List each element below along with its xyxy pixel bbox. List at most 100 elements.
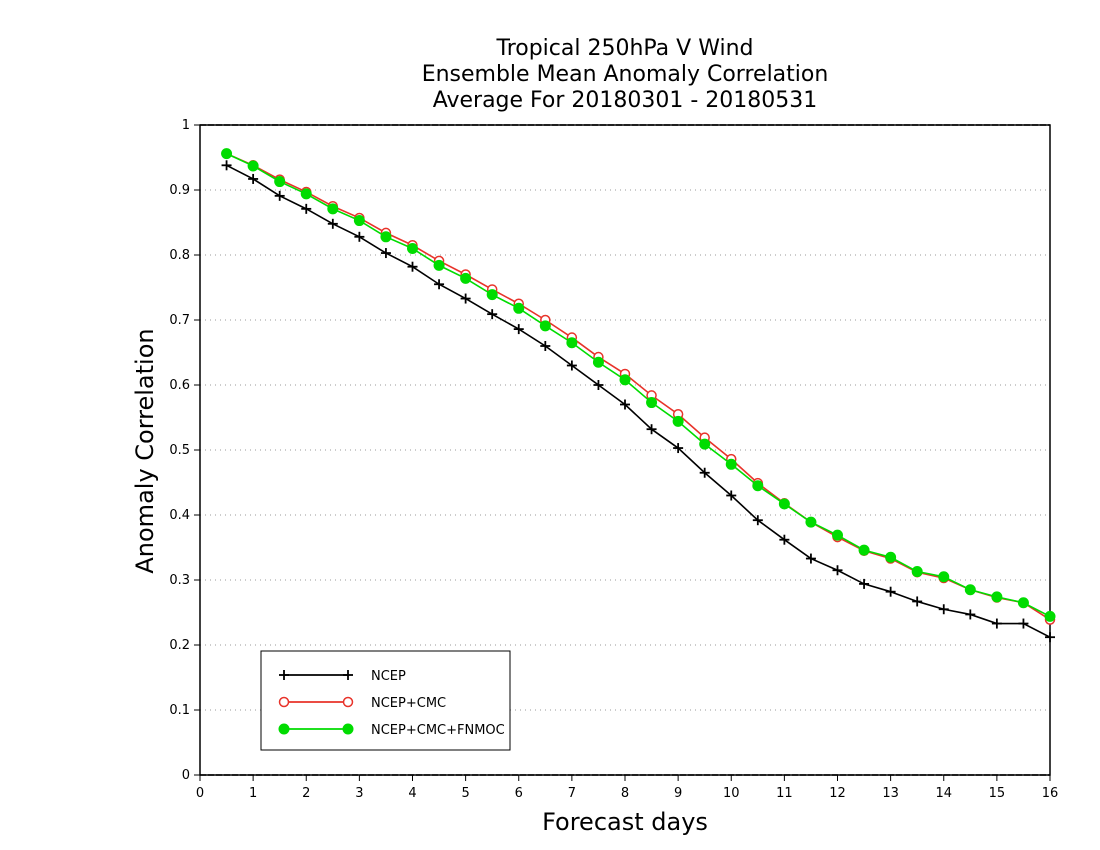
series-0-point-23 [832,565,843,576]
series-0-point-14 [593,380,604,390]
series-2-point-4 [327,203,339,215]
x-tick-label-16: 16 [1042,786,1059,801]
series-0-point-20 [752,515,763,526]
x-tick-label-10: 10 [723,786,740,801]
y-tick-label-0: 0 [182,768,190,783]
legend-box [260,650,511,751]
series-2-point-22 [805,516,817,528]
series-2-point-20 [752,480,764,492]
series-2-point-13 [566,337,578,349]
x-axis-label: Forecast days [542,808,708,836]
chart-title-line-3: Average For 20180301 - 20180531 [432,88,818,113]
series-2-point-14 [592,356,604,368]
x-tick-label-2: 2 [302,786,310,801]
y-tick-label-7: 0.7 [169,313,190,328]
y-tick-label-8: 0.8 [169,248,190,263]
series-2-point-12 [539,320,551,332]
series-2-point-10 [486,289,498,301]
legend-marker-end-2 [342,723,354,735]
series-2-point-31 [1044,610,1056,622]
series-0-point-0 [221,160,232,171]
x-tick-label-0: 0 [196,786,204,801]
y-tick-label-6: 0.6 [169,378,190,393]
series-line-0 [226,164,1051,638]
legend-marker-end-0 [343,670,353,680]
chart-title-line-2: Ensemble Mean Anomaly Correlation [421,62,829,87]
series-2-point-9 [460,272,472,284]
series-2-point-27 [938,571,950,583]
series-0-point-18 [699,467,710,478]
legend-label-2: NCEP+CMC+FNMOC [371,723,505,738]
series-0-point-17 [673,443,684,454]
legend-marker-start-2 [278,723,290,735]
series-0-point-10 [487,309,498,320]
series-2-point-15 [619,374,631,386]
series-2-point-6 [380,231,392,243]
legend-marker-start-0 [279,670,289,680]
series-0-point-6 [380,248,391,259]
x-tick-label-14: 14 [935,786,952,801]
series-2-point-25 [885,551,897,563]
series-0-point-4 [327,218,338,229]
series-2-point-18 [699,438,711,450]
series-2-point-23 [832,529,843,541]
series-0-point-7 [407,261,418,272]
series-2-point-7 [407,243,418,254]
series-2-point-29 [991,591,1003,603]
series-2-point-21 [778,498,790,510]
legend-marker-start-1 [278,696,290,708]
series-2-point-8 [433,259,445,271]
chart-title-line-1: Tropical 250hPa V Wind [496,36,754,61]
x-tick-label-13: 13 [882,786,899,801]
x-tick-label-4: 4 [408,786,416,801]
x-tick-label-11: 11 [776,786,793,801]
series-0-point-27 [938,604,949,615]
series-2-point-17 [672,415,684,427]
series-0-point-25 [885,586,896,597]
series-2-point-24 [858,544,870,556]
y-tick-label-10: 1 [182,118,190,133]
x-tick-label-15: 15 [989,786,1006,801]
series-2-point-5 [353,215,365,227]
series-2-point-2 [274,176,286,188]
legend-label-1: NCEP+CMC [371,696,446,711]
x-tick-label-3: 3 [355,786,363,801]
series-0-point-16 [646,424,657,435]
legend-marker-end-1 [342,696,354,708]
series-0-point-29 [991,618,1002,629]
series-0-point-31 [1045,632,1055,643]
series-0-point-28 [965,609,976,620]
series-0-point-24 [859,578,870,589]
series-2-point-16 [646,397,658,409]
series-0-point-22 [805,553,816,564]
series-0-point-9 [460,293,471,304]
x-tick-label-8: 8 [621,786,629,801]
series-0-point-15 [620,399,630,410]
x-tick-label-9: 9 [674,786,682,801]
x-tick-label-12: 12 [829,786,846,801]
series-0-point-30 [1018,618,1029,629]
series-2-point-19 [725,458,737,470]
y-tick-label-3: 0.3 [169,573,190,588]
series-0-point-11 [513,324,524,335]
y-tick-label-5: 0.5 [169,443,190,458]
x-tick-label-7: 7 [568,786,576,801]
series-0-point-13 [566,360,577,371]
series-line-1 [226,152,1051,621]
series-0-point-21 [779,534,790,545]
series-0-point-1 [248,173,259,184]
series-2-point-28 [964,584,976,596]
series-0-point-26 [912,596,923,607]
x-tick-label-5: 5 [461,786,469,801]
x-tick-label-6: 6 [515,786,523,801]
series-2-point-0 [221,148,233,160]
series-0-point-5 [354,231,365,242]
series-2-point-1 [247,160,259,172]
series-0-point-12 [540,341,551,351]
series-0-point-19 [726,490,737,501]
y-tick-label-9: 0.9 [169,183,190,198]
series-0-point-3 [301,203,312,214]
series-2-point-3 [300,188,312,200]
